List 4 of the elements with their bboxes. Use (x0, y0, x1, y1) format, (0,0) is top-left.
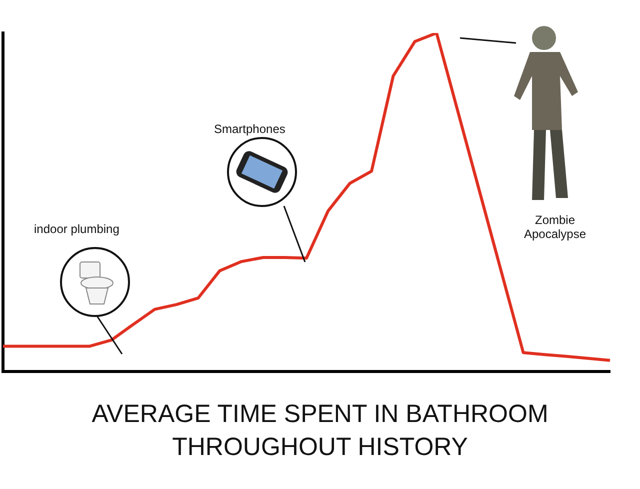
annotation: Zombie Apocalypse (522, 213, 588, 241)
annotation: indoor plumbing (34, 222, 120, 236)
annotation: Smartphones (214, 122, 286, 136)
text: AVERAGE TIME SPENT IN BATHROOM THROUGHOUT HISTORY (90, 399, 550, 463)
